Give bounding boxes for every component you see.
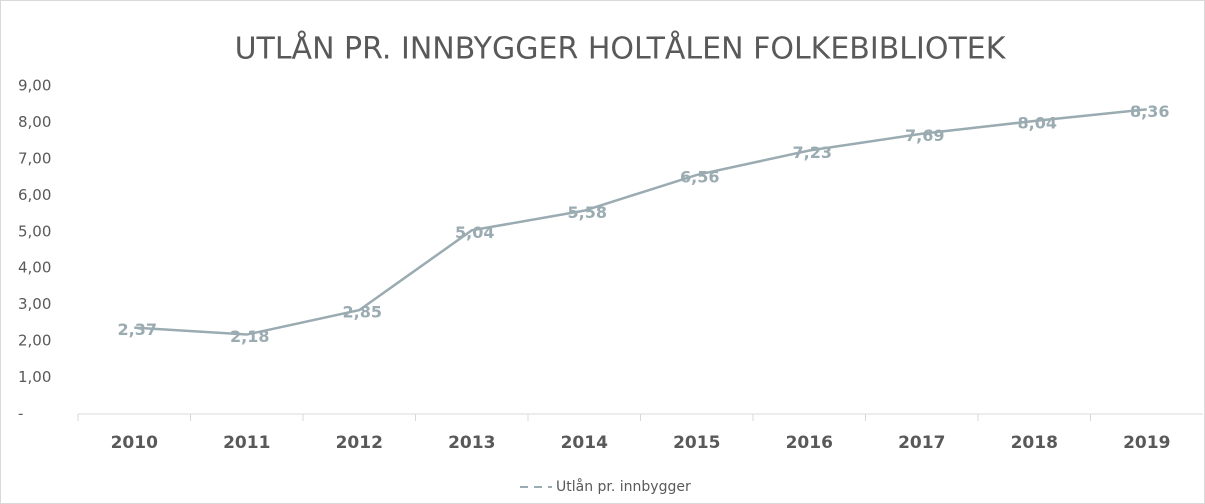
data-label: 7,23 (793, 143, 832, 162)
x-tick-label: 2018 (1011, 433, 1058, 453)
y-tick-label: 7,00 (18, 149, 51, 167)
y-tick-label: 6,00 (18, 186, 51, 204)
series-line (134, 108, 1147, 336)
y-tick-label: - (18, 405, 23, 423)
data-label: 7,69 (905, 126, 944, 145)
data-label: 6,56 (680, 167, 719, 186)
data-label: 5,04 (455, 223, 494, 242)
x-tick-label: 2011 (223, 433, 270, 453)
x-tick-label: 2013 (448, 433, 495, 453)
y-tick-label: 4,00 (18, 259, 51, 277)
x-tick-label: 2019 (1123, 433, 1170, 453)
legend-label: Utlån pr. innbygger (556, 478, 691, 495)
data-label: 2,18 (230, 327, 269, 346)
y-tick-label: 9,00 (18, 77, 51, 95)
data-label: 5,58 (568, 203, 607, 222)
x-tick-label: 2017 (898, 433, 945, 453)
y-tick-label: 8,00 (18, 113, 51, 131)
x-tick-label: 2015 (673, 433, 720, 453)
x-tick-label: 2012 (336, 433, 383, 453)
x-tick-label: 2016 (786, 433, 833, 453)
data-label: 2,37 (118, 320, 157, 339)
x-tick-label: 2014 (561, 433, 608, 453)
data-label: 8,04 (1018, 113, 1057, 132)
y-tick-label: 5,00 (18, 222, 51, 240)
x-tick-label: 2010 (111, 433, 158, 453)
y-tick-label: 2,00 (18, 332, 51, 350)
y-tick-label: 3,00 (18, 295, 51, 313)
y-tick-label: 1,00 (18, 368, 51, 386)
data-label: 2,85 (343, 303, 382, 322)
data-label: 8,36 (1130, 102, 1169, 121)
chart-title: UTLÅN PR. INNBYGGER HOLTÅLEN FOLKEBIBLIO… (235, 31, 1007, 67)
